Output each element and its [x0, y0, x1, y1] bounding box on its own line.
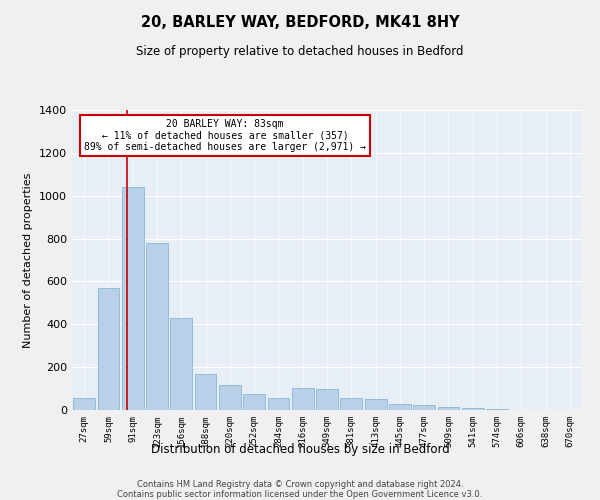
Bar: [365, 400, 386, 410]
Bar: [122, 187, 143, 410]
Bar: [462, 408, 484, 410]
Bar: [73, 398, 95, 410]
Bar: [170, 318, 192, 410]
Bar: [243, 394, 265, 410]
Bar: [340, 398, 362, 410]
Bar: [268, 398, 289, 410]
Bar: [219, 386, 241, 410]
Bar: [194, 374, 217, 410]
Bar: [146, 243, 168, 410]
Bar: [437, 408, 460, 410]
Text: Size of property relative to detached houses in Bedford: Size of property relative to detached ho…: [136, 45, 464, 58]
Bar: [413, 404, 435, 410]
Y-axis label: Number of detached properties: Number of detached properties: [23, 172, 34, 348]
Bar: [389, 404, 411, 410]
Bar: [316, 388, 338, 410]
Bar: [97, 288, 119, 410]
Text: Distribution of detached houses by size in Bedford: Distribution of detached houses by size …: [151, 442, 449, 456]
Text: 20 BARLEY WAY: 83sqm
← 11% of detached houses are smaller (357)
89% of semi-deta: 20 BARLEY WAY: 83sqm ← 11% of detached h…: [84, 119, 366, 152]
Text: 20, BARLEY WAY, BEDFORD, MK41 8HY: 20, BARLEY WAY, BEDFORD, MK41 8HY: [140, 15, 460, 30]
Bar: [486, 409, 508, 410]
Text: Contains HM Land Registry data © Crown copyright and database right 2024.
Contai: Contains HM Land Registry data © Crown c…: [118, 480, 482, 500]
Bar: [292, 388, 314, 410]
